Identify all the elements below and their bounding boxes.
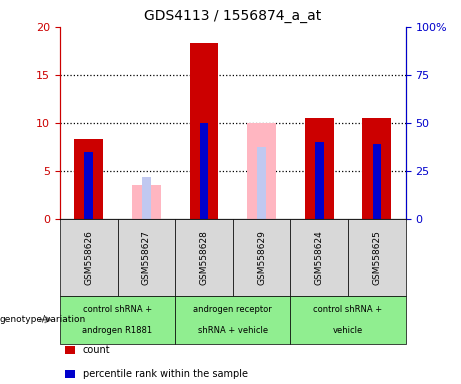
Bar [189,43,219,219]
Text: control shRNA +: control shRNA + [83,305,152,314]
Bar [257,147,266,219]
Bar [200,123,208,219]
Bar [247,123,276,219]
Text: GSM558624: GSM558624 [315,230,324,285]
Text: GSM558625: GSM558625 [372,230,381,285]
Bar [362,118,391,219]
Text: percentile rank within the sample: percentile rank within the sample [83,369,248,379]
Text: androgen receptor: androgen receptor [194,305,272,314]
Bar [315,142,324,219]
Title: GDS4113 / 1556874_a_at: GDS4113 / 1556874_a_at [144,9,321,23]
Text: shRNA + vehicle: shRNA + vehicle [198,326,268,335]
Text: androgen R1881: androgen R1881 [83,326,153,335]
Text: GSM558629: GSM558629 [257,230,266,285]
Bar [372,144,381,219]
Text: vehicle: vehicle [333,326,363,335]
Bar [74,139,103,219]
Text: count: count [83,345,111,355]
Text: GSM558626: GSM558626 [84,230,93,285]
Bar [84,152,93,219]
Bar [305,118,334,219]
Bar [132,185,161,219]
Text: GSM558628: GSM558628 [200,230,208,285]
Text: genotype/variation: genotype/variation [0,315,86,324]
Bar [142,177,151,219]
Text: GSM558627: GSM558627 [142,230,151,285]
Text: control shRNA +: control shRNA + [313,305,383,314]
